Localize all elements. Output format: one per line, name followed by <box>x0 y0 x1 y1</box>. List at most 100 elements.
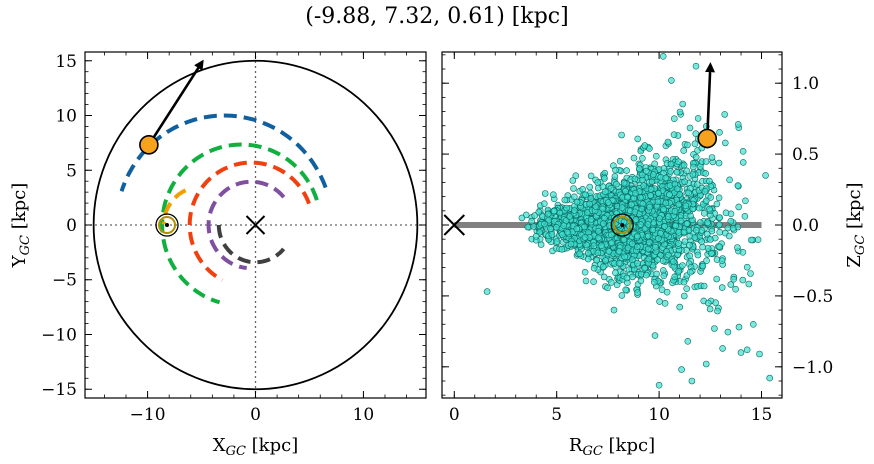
star-point <box>676 108 684 116</box>
star-point <box>628 201 635 208</box>
star-point <box>660 272 668 280</box>
y-tick-label: 10 <box>55 107 77 127</box>
star-point <box>640 182 648 189</box>
star-point <box>718 284 726 291</box>
star-point <box>573 198 581 206</box>
star-point <box>553 224 560 231</box>
y-axis-label-main: Y <box>9 254 30 268</box>
star-point <box>664 138 672 146</box>
star-point <box>653 270 660 278</box>
star-point <box>556 209 564 217</box>
star-point <box>724 328 732 336</box>
star-point <box>563 204 570 212</box>
star-point <box>634 259 641 267</box>
star-point <box>549 191 557 198</box>
star-point <box>631 189 639 197</box>
star-point <box>582 277 590 285</box>
star-point <box>686 252 694 260</box>
star-point <box>645 255 653 263</box>
star-point <box>650 278 658 286</box>
star-point <box>727 217 735 225</box>
star-point <box>594 179 602 186</box>
star-point <box>699 243 706 251</box>
x-tick-label: 10 <box>353 405 375 425</box>
star-point <box>646 145 653 152</box>
star-point <box>766 374 774 382</box>
star-point <box>644 245 652 253</box>
star-point <box>612 269 619 277</box>
star-point <box>729 225 737 232</box>
star-point <box>602 257 609 264</box>
star-point <box>701 188 709 195</box>
star-point <box>638 205 646 213</box>
star-point <box>608 239 616 246</box>
x-tick-label: 10 <box>648 405 670 425</box>
star-point <box>610 306 618 314</box>
star-point <box>586 200 593 208</box>
star-point <box>679 262 686 269</box>
x-tick-label: 0 <box>250 405 261 425</box>
star-point <box>618 292 626 299</box>
star-point <box>660 205 667 213</box>
star-point <box>673 185 681 193</box>
sun-inner-ring <box>613 216 632 234</box>
star-point <box>628 240 636 248</box>
star-point <box>743 263 751 271</box>
star-point <box>685 189 692 197</box>
star-point <box>524 223 532 231</box>
star-point <box>540 200 548 207</box>
star-point <box>745 280 753 288</box>
star-point <box>550 207 558 215</box>
star-point <box>732 285 739 293</box>
star-point <box>749 320 757 328</box>
star-point <box>711 325 718 332</box>
star-point <box>683 220 691 227</box>
star-point <box>634 232 641 240</box>
star-point <box>644 221 652 228</box>
star-point <box>706 236 714 243</box>
star-point <box>637 221 645 228</box>
galactic-center-marker <box>245 215 266 235</box>
star-point <box>665 251 672 259</box>
star-point <box>607 279 615 286</box>
star-point <box>567 240 575 248</box>
star-point <box>734 182 742 189</box>
star-point <box>667 168 674 175</box>
star-point <box>547 225 554 232</box>
star-point <box>692 153 700 161</box>
star-point <box>708 250 715 257</box>
star-point <box>541 190 549 197</box>
star-point <box>631 175 639 183</box>
star-point <box>718 257 726 265</box>
star-point <box>642 167 650 175</box>
star-point <box>693 226 700 234</box>
star-point <box>607 231 615 239</box>
star-point <box>666 191 673 198</box>
velocity-arrow <box>147 59 204 146</box>
x-axis-label: RGC [kpc] <box>569 435 655 459</box>
star-point <box>702 170 710 177</box>
x-axis-label-subscript: GC <box>582 444 602 459</box>
star-point <box>682 202 690 210</box>
star-point <box>623 274 631 282</box>
star-point <box>686 124 694 132</box>
star-point <box>605 248 613 255</box>
star-point <box>639 155 646 162</box>
y-axis-label: ZGC [kpc] <box>844 182 868 267</box>
star-point <box>680 278 688 286</box>
star-point <box>671 208 679 215</box>
star-point <box>654 198 662 206</box>
star-point <box>537 241 545 248</box>
star-point <box>579 186 587 193</box>
star-point <box>630 154 638 162</box>
star-point <box>707 194 715 201</box>
star-point <box>612 166 619 174</box>
star-point <box>594 249 602 257</box>
spiral-arm-purple <box>206 179 286 270</box>
star-point <box>598 242 605 249</box>
boundary-circle <box>92 59 419 391</box>
star-point <box>622 187 629 195</box>
spiral-arm-green <box>160 142 319 305</box>
